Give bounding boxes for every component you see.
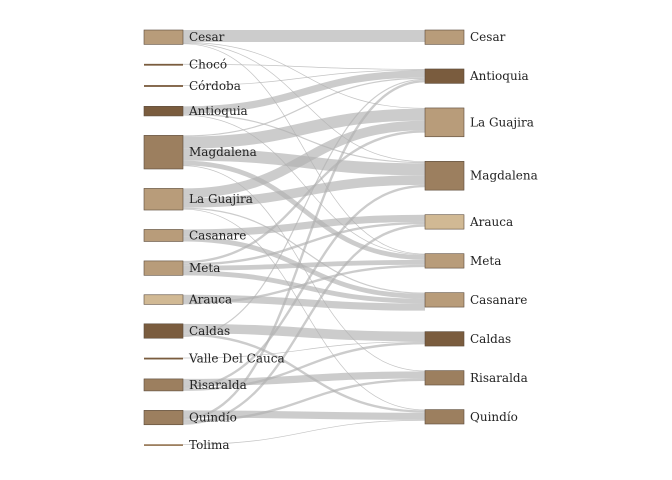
- target-node-cesar: [424, 29, 465, 45]
- source-label-magdalena: Magdalena: [189, 145, 257, 159]
- source-node-caldas: [143, 323, 184, 339]
- source-node-meta: [143, 260, 184, 276]
- target-label-quindio: Quindío: [470, 410, 518, 424]
- target-node-antioquia: [424, 68, 465, 84]
- target-label-cesar: Cesar: [470, 30, 506, 44]
- flow-link-quindio-to-antioquia: [182, 80, 426, 420]
- flow-link-risaralda-to-risaralda: [182, 371, 426, 387]
- source-node-arauca: [143, 294, 184, 305]
- flow-link-cesar-to-la-guajira: [182, 42, 426, 109]
- flow-link-meta-to-la-guajira: [182, 130, 426, 264]
- source-label-casanare: Casanare: [189, 228, 246, 242]
- source-label-quindio: Quindío: [189, 411, 237, 425]
- source-label-caldas: Caldas: [189, 324, 230, 338]
- source-label-risaralda: Risaralda: [189, 378, 247, 392]
- flow-link-risaralda-to-caldas: [182, 341, 426, 391]
- source-node-cordoba: [144, 85, 183, 87]
- flow-link-meta-to-meta: [182, 259, 426, 271]
- source-node-antioquia: [143, 106, 184, 117]
- target-label-caldas: Caldas: [470, 332, 511, 346]
- source-label-meta: Meta: [189, 261, 220, 275]
- source-node-tolima: [144, 444, 183, 446]
- flow-link-caldas-to-caldas: [182, 323, 426, 342]
- flow-link-risaralda-to-magdalena: [182, 184, 426, 389]
- source-node-la-guajira: [143, 188, 184, 211]
- source-label-la-guajira: La Guajira: [189, 192, 253, 206]
- source-node-magdalena: [143, 135, 184, 170]
- flow-link-cesar-to-meta: [182, 43, 426, 255]
- source-label-tolima: Tolima: [189, 438, 230, 452]
- links-layer: [182, 30, 426, 445]
- flow-link-arauca-to-casanare: [182, 294, 426, 311]
- target-label-risaralda: Risaralda: [470, 371, 528, 385]
- target-node-caldas: [424, 331, 465, 347]
- target-node-risaralda: [424, 370, 465, 386]
- source-node-valle-del-cauca: [144, 357, 183, 360]
- target-node-magdalena: [424, 161, 465, 191]
- target-label-la-guajira: La Guajira: [470, 115, 534, 129]
- source-label-valle-del-cauca: Valle Del Cauca: [188, 352, 285, 366]
- target-node-casanare: [424, 292, 465, 308]
- target-node-arauca: [424, 214, 465, 230]
- source-node-cesar: [143, 29, 184, 45]
- source-label-choco: Chocó: [189, 58, 227, 72]
- flow-link-cordoba-to-antioquia: [182, 69, 426, 86]
- source-node-quindio: [143, 410, 184, 426]
- flow-link-casanare-to-arauca: [182, 214, 426, 237]
- flow-link-casanare-to-casanare: [182, 236, 426, 299]
- flow-link-valle-del-cauca-to-caldas: [182, 341, 426, 359]
- flow-link-quindio-to-risaralda: [182, 378, 426, 423]
- target-label-arauca: Arauca: [469, 215, 513, 229]
- flow-link-magdalena-to-antioquia: [182, 77, 426, 137]
- flow-link-la-guajira-to-magdalena: [182, 175, 426, 208]
- flow-link-meta-to-arauca: [182, 221, 426, 266]
- target-node-la-guajira: [424, 107, 465, 138]
- flow-link-la-guajira-to-la-guajira: [182, 120, 426, 199]
- flow-link-choco-to-antioquia: [182, 63, 426, 70]
- source-label-antioquia: Antioquia: [188, 104, 248, 118]
- flow-link-quindio-to-arauca: [182, 224, 426, 425]
- flow-link-antioquia-to-antioquia: [182, 70, 426, 114]
- target-label-antioquia: Antioquia: [469, 69, 529, 83]
- flow-link-tolima-to-quindio: [182, 419, 426, 445]
- target-node-quindio: [424, 409, 465, 425]
- source-label-arauca: Arauca: [188, 293, 232, 307]
- source-node-casanare: [143, 229, 184, 242]
- flow-link-magdalena-to-meta: [182, 160, 426, 260]
- flow-link-la-guajira-to-quindio: [182, 208, 426, 411]
- source-node-risaralda: [143, 378, 184, 392]
- source-node-choco: [144, 63, 183, 66]
- flow-link-cesar-to-magdalena: [182, 42, 426, 163]
- source-label-cesar: Cesar: [189, 30, 225, 44]
- target-label-casanare: Casanare: [470, 293, 527, 307]
- source-label-cordoba: Córdoba: [189, 79, 241, 93]
- target-label-meta: Meta: [470, 254, 501, 268]
- flow-link-antioquia-to-magdalena: [182, 113, 426, 164]
- flow-link-magdalena-to-la-guajira: [182, 108, 426, 149]
- flow-link-caldas-to-quindio: [182, 333, 426, 413]
- target-label-magdalena: Magdalena: [470, 169, 538, 183]
- flow-link-antioquia-to-meta: [182, 114, 426, 256]
- labels-layer: Cesar Chocó Córdoba Antioquia Magdalena La Gu…: [188, 30, 538, 452]
- flow-link-caldas-to-antioquia: [182, 78, 426, 338]
- target-node-meta: [424, 253, 465, 269]
- nodes-layer: [143, 29, 465, 446]
